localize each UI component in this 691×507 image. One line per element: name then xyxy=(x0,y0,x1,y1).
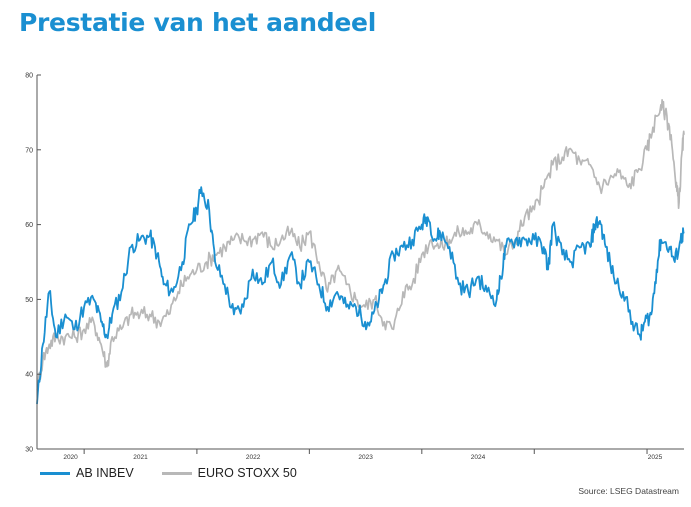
legend-label-euro-stoxx-50: EURO STOXX 50 xyxy=(197,466,297,480)
legend-item-euro-stoxx-50: EURO STOXX 50 xyxy=(161,466,297,480)
legend: AB INBEV EURO STOXX 50 xyxy=(40,466,325,480)
y-tick-label: 50 xyxy=(25,297,33,304)
y-tick-label: 30 xyxy=(25,447,33,454)
x-tick-label: 2021 xyxy=(133,454,148,461)
legend-swatch-euro-stoxx-50 xyxy=(161,471,192,475)
series-layer xyxy=(36,98,685,405)
y-tick-label: 80 xyxy=(25,73,33,80)
y-tick-label: 40 xyxy=(25,372,33,379)
x-tick-label: 2024 xyxy=(471,454,486,461)
source-note: Source: LSEG Datastream xyxy=(578,486,679,496)
y-tick-label: 70 xyxy=(25,147,33,154)
series-line-ab-inbev xyxy=(36,186,685,405)
y-tick-label: 60 xyxy=(25,222,33,229)
chart-title: Prestatie van het aandeel xyxy=(19,8,376,37)
legend-swatch-ab-inbev xyxy=(40,471,70,475)
legend-item-ab-inbev: AB INBEV xyxy=(40,466,134,480)
series-line-euro-stoxx-50 xyxy=(36,98,685,392)
x-tick-label: 2022 xyxy=(246,454,261,461)
x-tick-label: 2023 xyxy=(358,454,373,461)
x-tick-label: 2020 xyxy=(63,454,78,461)
x-tick-label: 2025 xyxy=(648,454,663,461)
axis-layer: 30 40 50 60 70 80 2020 2021 2022 2023 2024 2025 xyxy=(25,73,684,461)
legend-label-ab-inbev: AB INBEV xyxy=(76,466,134,480)
